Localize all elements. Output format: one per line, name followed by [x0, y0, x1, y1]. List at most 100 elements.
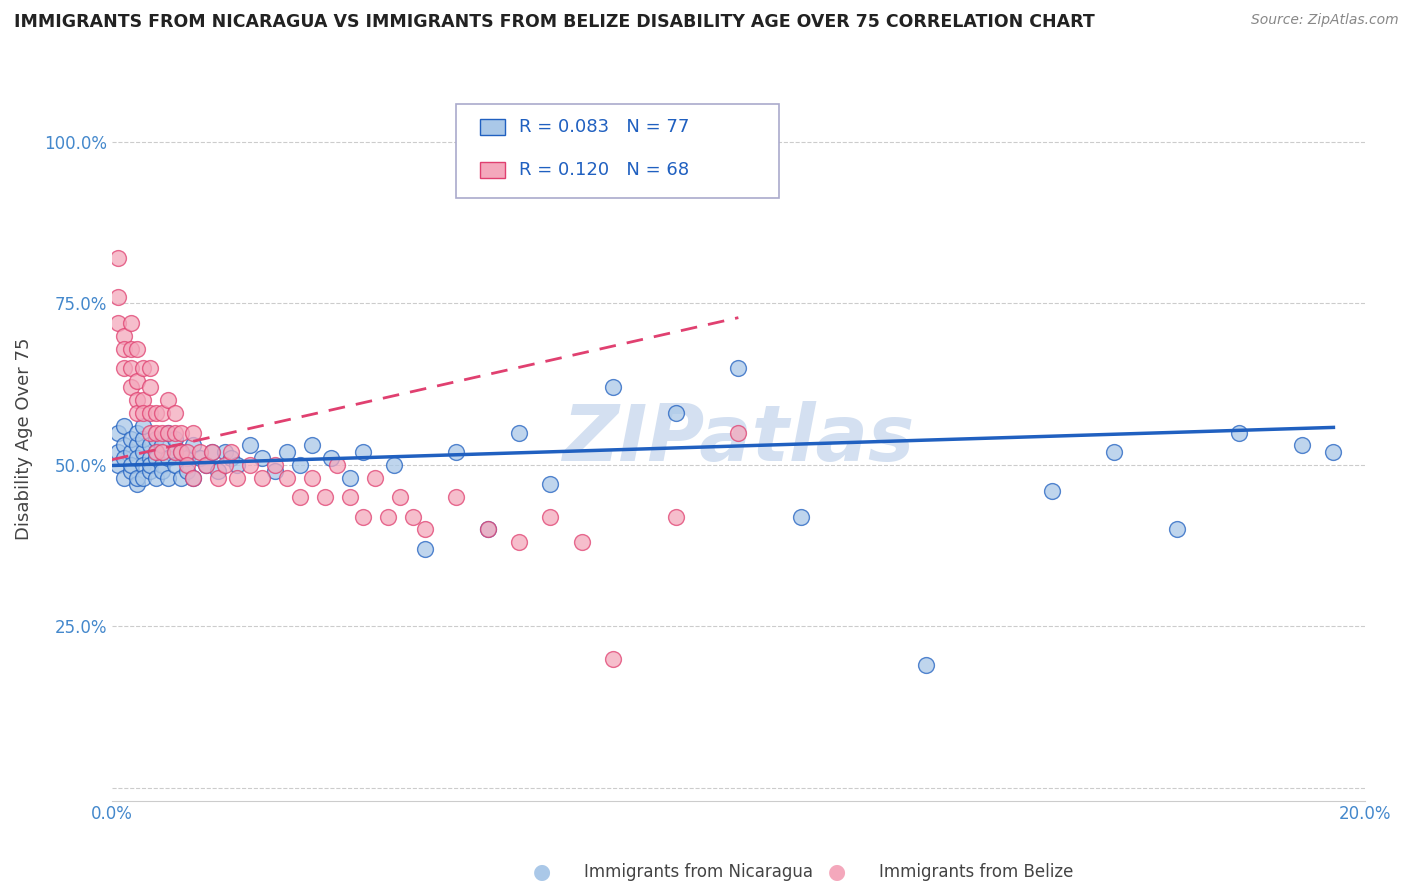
Point	[132, 393, 155, 408]
Point	[170, 445, 193, 459]
Point	[145, 445, 167, 459]
Point	[364, 471, 387, 485]
Point	[207, 471, 229, 485]
Text: ●: ●	[828, 863, 846, 882]
Point	[1291, 438, 1313, 452]
Point	[226, 471, 249, 485]
Point	[263, 464, 285, 478]
Point	[157, 425, 180, 440]
Y-axis label: Disability Age Over 75: Disability Age Over 75	[15, 338, 32, 541]
Text: Source: ZipAtlas.com: Source: ZipAtlas.com	[1251, 13, 1399, 28]
Point	[145, 406, 167, 420]
Point	[790, 509, 813, 524]
Point	[138, 361, 160, 376]
Point	[138, 380, 160, 394]
Text: R = 0.083   N = 77: R = 0.083 N = 77	[519, 118, 689, 136]
Point	[239, 458, 262, 472]
Point	[602, 651, 624, 665]
Point	[276, 445, 298, 459]
Point	[194, 458, 217, 472]
Point	[145, 445, 167, 459]
Point	[176, 464, 198, 478]
Point	[1229, 425, 1251, 440]
Point	[163, 425, 186, 440]
Text: R = 0.120   N = 68: R = 0.120 N = 68	[519, 161, 689, 179]
Point	[239, 438, 262, 452]
Point	[538, 477, 561, 491]
Point	[508, 425, 530, 440]
Point	[1166, 523, 1188, 537]
Point	[276, 471, 298, 485]
Point	[219, 445, 242, 459]
Point	[125, 342, 148, 356]
Point	[114, 328, 136, 343]
Point	[401, 509, 423, 524]
Point	[288, 458, 311, 472]
Point	[727, 425, 749, 440]
Point	[157, 393, 180, 408]
Point	[226, 458, 249, 472]
Point	[107, 316, 129, 330]
Point	[120, 432, 142, 446]
Point	[183, 471, 205, 485]
Point	[125, 438, 148, 452]
Point	[1322, 445, 1344, 459]
Point	[163, 458, 186, 472]
Point	[183, 471, 205, 485]
Point	[132, 471, 155, 485]
Point	[114, 342, 136, 356]
Point	[120, 361, 142, 376]
Point	[352, 445, 374, 459]
Point	[163, 445, 186, 459]
Point	[207, 464, 229, 478]
Point	[201, 445, 224, 459]
Point	[138, 425, 160, 440]
Point	[138, 458, 160, 472]
Point	[132, 445, 155, 459]
Point	[201, 445, 224, 459]
Point	[1040, 483, 1063, 498]
Point	[132, 432, 155, 446]
Point	[194, 458, 217, 472]
Point	[107, 445, 129, 459]
Point	[163, 406, 186, 420]
Point	[183, 425, 205, 440]
Point	[326, 458, 349, 472]
Point	[150, 406, 173, 420]
Point	[301, 471, 323, 485]
Point	[219, 451, 242, 466]
Point	[389, 490, 412, 504]
Point	[176, 458, 198, 472]
Point	[727, 361, 749, 376]
Point	[252, 451, 274, 466]
Point	[214, 458, 236, 472]
Point	[571, 535, 593, 549]
Point	[377, 509, 399, 524]
Point	[163, 432, 186, 446]
Point	[170, 445, 193, 459]
Point	[665, 509, 688, 524]
Point	[176, 445, 198, 459]
Text: Immigrants from Belize: Immigrants from Belize	[879, 863, 1073, 881]
Point	[163, 445, 186, 459]
Point	[138, 451, 160, 466]
Point	[538, 509, 561, 524]
Point	[132, 361, 155, 376]
Text: Immigrants from Nicaragua: Immigrants from Nicaragua	[583, 863, 813, 881]
Point	[114, 438, 136, 452]
Point	[125, 406, 148, 420]
Text: ZIPatlas: ZIPatlas	[562, 401, 914, 477]
Point	[145, 471, 167, 485]
Point	[125, 477, 148, 491]
Point	[132, 419, 155, 434]
Point	[145, 425, 167, 440]
Point	[157, 471, 180, 485]
Point	[413, 541, 436, 556]
Point	[602, 380, 624, 394]
Point	[150, 425, 173, 440]
Point	[120, 458, 142, 472]
Point	[125, 425, 148, 440]
Point	[382, 458, 405, 472]
Text: ●: ●	[533, 863, 551, 882]
Point	[107, 425, 129, 440]
